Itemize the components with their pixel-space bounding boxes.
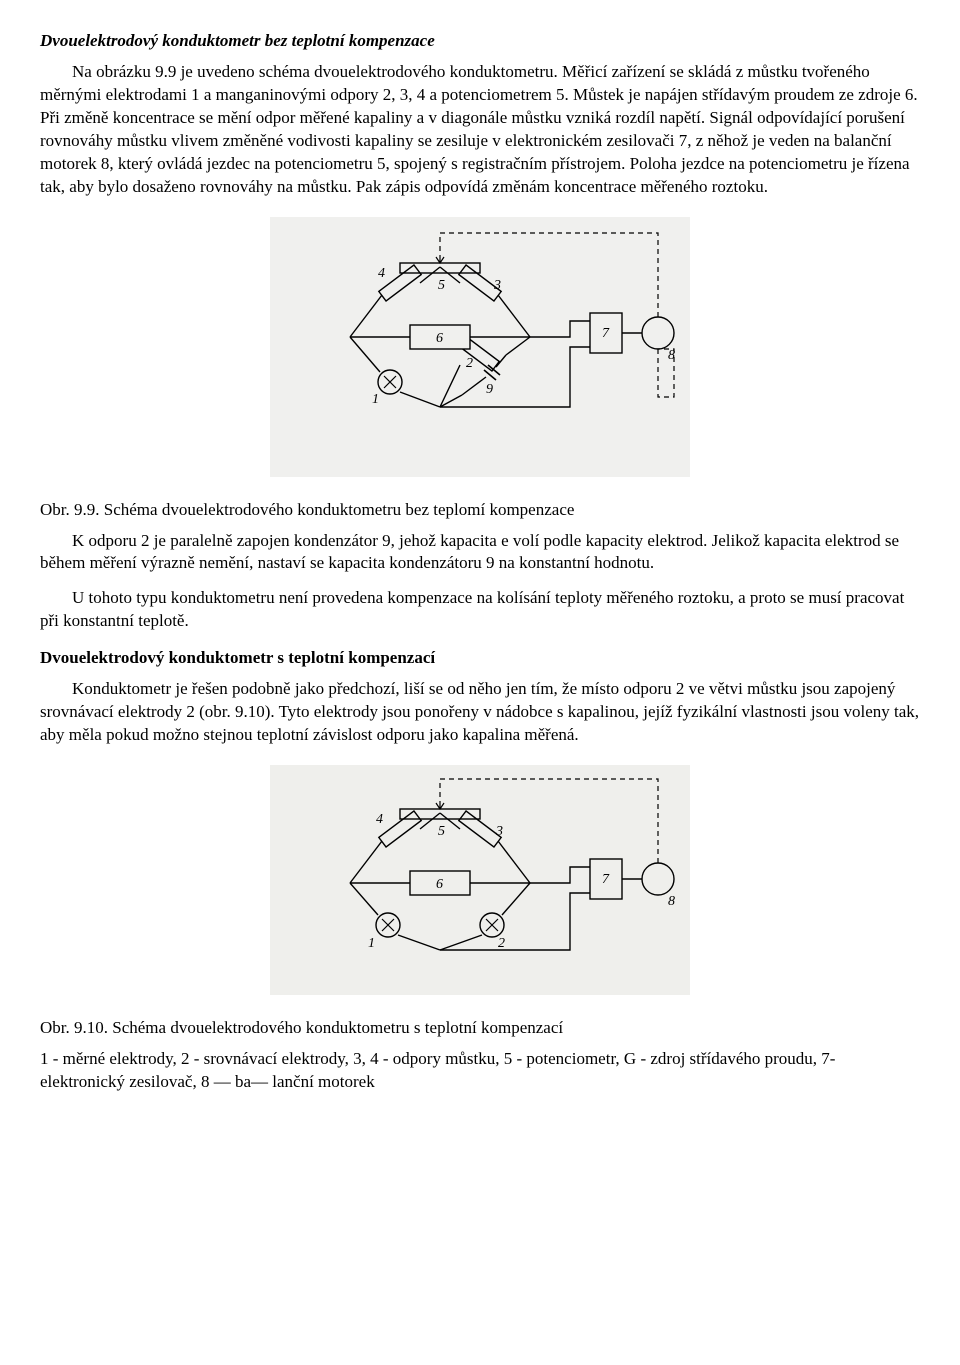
figure-9-10-caption: Obr. 9.10. Schéma dvouelektrodového kond… bbox=[40, 1017, 920, 1040]
figure-9-10-svg: 1 2 3 4 5 6 7 8 bbox=[270, 765, 690, 995]
figure-9-10: 1 2 3 4 5 6 7 8 bbox=[40, 765, 920, 995]
fig2-label-6: 6 bbox=[436, 877, 443, 892]
fig1-label-5: 5 bbox=[438, 278, 445, 293]
fig1-label-4: 4 bbox=[378, 266, 385, 281]
section2-heading: Dvouelektrodový konduktometr s teplotní … bbox=[40, 647, 920, 670]
fig2-label-3: 3 bbox=[495, 824, 503, 839]
fig2-label-7: 7 bbox=[602, 872, 610, 887]
fig2-label-4: 4 bbox=[376, 812, 383, 827]
fig1-label-8: 8 bbox=[668, 348, 675, 363]
after-fig1-para2: U tohoto typu konduktometru není provede… bbox=[40, 587, 920, 633]
fig1-label-2: 2 bbox=[466, 356, 473, 371]
figure-9-9-caption: Obr. 9.9. Schéma dvouelektrodového kondu… bbox=[40, 499, 920, 522]
fig2-label-8: 8 bbox=[668, 894, 675, 909]
fig1-label-7: 7 bbox=[602, 326, 610, 341]
figure-9-10-legend: 1 - měrné elektrody, 2 - srovnávací elek… bbox=[40, 1048, 920, 1094]
fig1-label-1: 1 bbox=[372, 392, 379, 407]
fig2-label-1: 1 bbox=[368, 936, 375, 951]
fig1-label-9: 9 bbox=[486, 382, 493, 397]
figure-9-9-svg: 1 2 3 4 5 6 7 8 9 bbox=[270, 217, 690, 477]
section1-para1: Na obrázku 9.9 je uvedeno schéma dvouele… bbox=[40, 61, 920, 199]
section1-heading: Dvouelektrodový konduktometr bez teplotn… bbox=[40, 30, 920, 53]
figure-9-9: 1 2 3 4 5 6 7 8 9 bbox=[40, 217, 920, 477]
fig1-label-6: 6 bbox=[436, 331, 443, 346]
fig1-label-3: 3 bbox=[493, 278, 501, 293]
fig2-label-2: 2 bbox=[498, 936, 505, 951]
after-fig1-para1: K odporu 2 je paralelně zapojen kondenzá… bbox=[40, 530, 920, 576]
fig2-bg bbox=[270, 765, 690, 995]
fig2-label-5: 5 bbox=[438, 824, 445, 839]
section2-para1: Konduktometr je řešen podobně jako předc… bbox=[40, 678, 920, 747]
